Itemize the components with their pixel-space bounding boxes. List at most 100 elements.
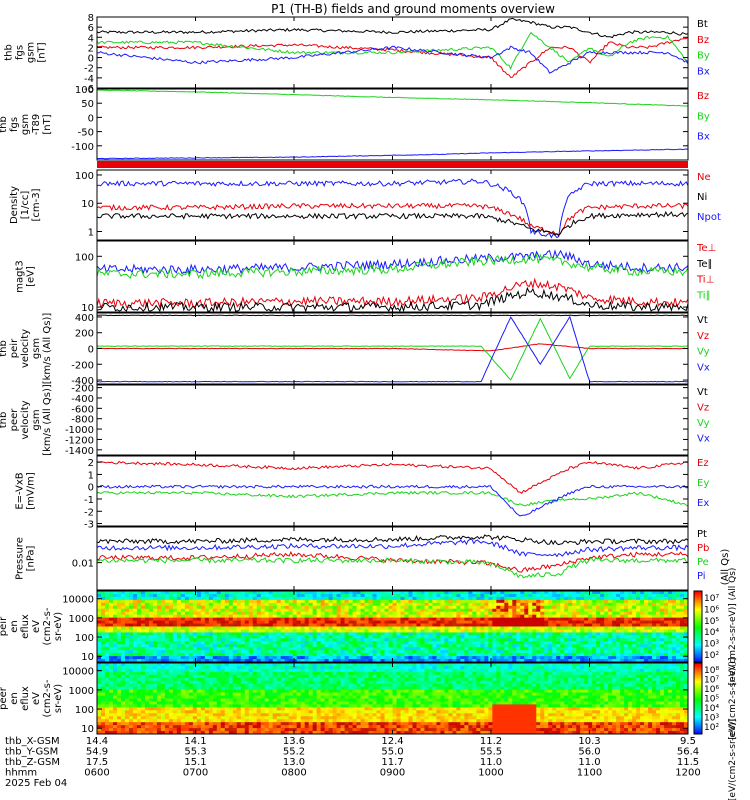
heatmap-cell: [284, 665, 290, 670]
heatmap-cell: [420, 617, 425, 621]
heatmap-cell: [596, 647, 601, 651]
heatmap-cell: [228, 596, 234, 601]
heatmap-cell: [180, 617, 186, 621]
heatmap-cell: [676, 611, 681, 616]
heatmap-cell: [392, 602, 397, 607]
heatmap-cell: [336, 611, 341, 616]
heatmap-cell: [460, 671, 465, 676]
heatmap-cell: [520, 599, 525, 604]
heatmap-cell: [480, 614, 485, 619]
heatmap-cell: [408, 656, 413, 660]
heatmap-cell: [464, 623, 469, 627]
heatmap-cell: [588, 677, 593, 682]
heatmap-cell: [440, 608, 445, 613]
heatmap-cell: [556, 680, 561, 685]
heatmap-cell: [97, 650, 102, 654]
heatmap-cell: [332, 596, 337, 601]
heatmap-cell: [436, 656, 441, 660]
heatmap-cell: [180, 671, 186, 676]
heatmap-cell: [328, 668, 333, 673]
heatmap-cell: [144, 620, 150, 624]
heatmap-cell: [332, 591, 337, 595]
heatmap-cell: [608, 644, 613, 648]
heatmap-cell: [116, 626, 122, 630]
heatmap-cell: [536, 611, 541, 616]
heatmap-cell: [388, 593, 393, 598]
heatmap-cell: [676, 591, 681, 595]
heatmap-cell: [452, 596, 457, 601]
heatmap-cell: [324, 677, 329, 682]
heatmap-cell: [208, 605, 214, 610]
heatmap-cell: [596, 611, 601, 616]
y-tick-label: -1000: [65, 425, 94, 436]
heatmap-cell: [312, 611, 318, 616]
heatmap-cell: [280, 593, 286, 598]
heatmap-cell: [112, 602, 118, 607]
heatmap-cell: [580, 644, 585, 648]
heatmap-cell: [344, 653, 349, 657]
heatmap-cell: [652, 602, 657, 607]
heatmap-cell: [276, 671, 282, 676]
heatmap-cell: [668, 602, 673, 607]
heatmap-cell: [520, 656, 525, 660]
heatmap-cell: [164, 671, 170, 676]
heatmap-cell: [456, 617, 461, 621]
heatmap-cell: [256, 602, 262, 607]
heatmap-cell: [508, 680, 513, 685]
heatmap-cell: [284, 591, 290, 595]
heatmap-cell: [532, 608, 537, 613]
heatmap-cell: [260, 611, 266, 616]
heatmap-cell: [264, 677, 270, 682]
heatmap-cell: [316, 650, 322, 654]
heatmap-cell: [656, 659, 661, 663]
heatmap-cell: [97, 599, 102, 604]
heatmap-cell: [356, 677, 361, 682]
heatmap-cell: [524, 611, 529, 616]
heatmap-cell: [320, 674, 326, 679]
heatmap-cell: [264, 680, 270, 685]
heatmap-cell: [392, 591, 397, 595]
heatmap-cell: [548, 638, 553, 642]
heatmap-cell: [264, 623, 270, 627]
heatmap-cell: [200, 653, 206, 657]
heatmap-cell: [140, 665, 146, 670]
series-Vz: [96, 343, 689, 352]
heatmap-cell: [384, 596, 389, 601]
heatmap-cell: [120, 653, 126, 657]
heatmap-cell: [97, 665, 102, 670]
heatmap-cell: [272, 644, 278, 648]
heatmap-cell: [284, 668, 290, 673]
heatmap-cell: [412, 668, 417, 673]
heatmap-cell: [308, 659, 314, 663]
heatmap-cell: [656, 623, 661, 627]
heatmap-cell: [200, 647, 206, 651]
heatmap-cell: [236, 638, 242, 642]
heatmap-cell: [372, 599, 377, 604]
heatmap-cell: [232, 599, 238, 604]
heatmap-cell: [464, 611, 469, 616]
heatmap-cell: [368, 677, 373, 682]
y-axis-label-line: sr-eV): [53, 612, 64, 641]
heatmap-cell: [208, 674, 214, 679]
heatmap-cell: [172, 656, 178, 660]
heatmap-cell: [288, 674, 294, 679]
heatmap-cell: [312, 638, 318, 642]
heatmap-cell: [116, 632, 122, 636]
heatmap-cell: [520, 614, 525, 619]
heatmap-cell: [460, 626, 465, 630]
heatmap-cell: [492, 605, 497, 610]
heatmap-cell: [616, 623, 621, 627]
heatmap-cell: [488, 635, 493, 639]
heatmap-cell: [144, 647, 150, 651]
heatmap-cell: [216, 653, 222, 657]
heatmap-cell: [608, 593, 613, 598]
y-tick-label: 10: [81, 652, 94, 663]
heatmap-cell: [516, 650, 521, 654]
heatmap-cell: [252, 611, 258, 616]
heatmap-cell: [296, 665, 302, 670]
heatmap-cell: [232, 641, 238, 645]
heatmap-cell: [140, 663, 146, 667]
heatmap-cell: [392, 671, 397, 676]
heatmap-cell: [468, 656, 473, 660]
heatmap-cell: [168, 659, 174, 663]
